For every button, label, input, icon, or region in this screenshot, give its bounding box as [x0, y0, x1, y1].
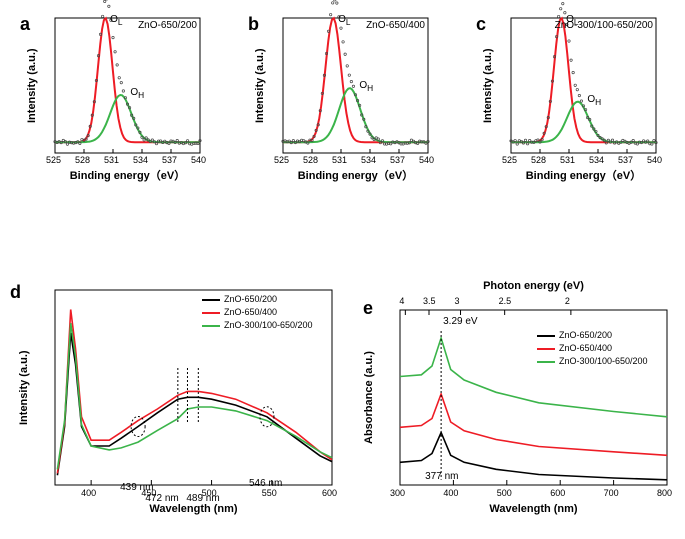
xtick-label: 800 — [657, 488, 672, 498]
top-tick-label: 2 — [565, 296, 570, 306]
xtick-label: 534 — [361, 155, 376, 165]
top-axis-label: Photon energy (eV) — [400, 280, 667, 292]
annot-OL: OL — [566, 14, 578, 27]
xtick-label: 540 — [191, 155, 206, 165]
xps-panel-2: c525528531534537540ZnO-300/100-650/200OL… — [476, 10, 661, 185]
top-tick-label: 4 — [399, 296, 404, 306]
x-axis-label: Binding energy（eV） — [283, 167, 428, 183]
xtick-label: 531 — [560, 155, 575, 165]
xps-panel-1: b525528531534537540ZnO-650/400OLOHBindin… — [248, 10, 433, 185]
xtick-label: 531 — [332, 155, 347, 165]
y-axis-label: Intensity (a.u.) — [482, 18, 494, 153]
abs-panel: e30040050060070080043.532.523.29 eV377 n… — [355, 280, 675, 525]
figure-root: a525528531534537540ZnO-650/200OLOHBindin… — [0, 0, 685, 539]
pl-panel: d400450500550600439 nm472 nm489 nm546 nm… — [10, 280, 340, 525]
xtick-label: 525 — [46, 155, 61, 165]
xtick-label: 528 — [531, 155, 546, 165]
xtick-label: 700 — [604, 488, 619, 498]
xtick-label: 400 — [81, 488, 96, 498]
xtick-label: 525 — [502, 155, 517, 165]
x-axis-label: Binding energy（eV） — [55, 167, 200, 183]
xtick-label: 537 — [390, 155, 405, 165]
xtick-label: 528 — [75, 155, 90, 165]
annot-OH: OH — [359, 80, 373, 93]
y-axis-label: Intensity (a.u.) — [26, 18, 38, 153]
xtick-label: 540 — [419, 155, 434, 165]
xps-panel-0: a525528531534537540ZnO-650/200OLOHBindin… — [20, 10, 205, 185]
legend-label: ZnO-650/200 — [224, 294, 277, 304]
xtick-label: 534 — [133, 155, 148, 165]
x-axis-label: Binding energy（eV） — [511, 167, 656, 183]
legend-label: ZnO-650/400 — [559, 343, 612, 353]
panel-title: ZnO-650/200 — [138, 20, 197, 31]
annot-OL: OL — [338, 14, 350, 27]
legend-label: ZnO-650/400 — [224, 307, 277, 317]
xtick-label: 537 — [618, 155, 633, 165]
x-axis-label: Wavelength (nm) — [55, 503, 332, 515]
panel-title: ZnO-650/400 — [366, 20, 425, 31]
xtick-label: 550 — [262, 488, 277, 498]
top-tick-label: 3.5 — [423, 296, 436, 306]
xtick-label: 528 — [303, 155, 318, 165]
xtick-label: 400 — [443, 488, 458, 498]
wavelength-annot: 377 nm — [425, 471, 458, 482]
y-axis-label: Intensity (a.u.) — [18, 290, 30, 485]
xtick-label: 600 — [550, 488, 565, 498]
photon-energy-annot: 3.29 eV — [443, 316, 477, 327]
wavelength-annot: 439 nm — [120, 482, 153, 493]
y-axis-label: Absorbance (a.u.) — [363, 310, 375, 485]
top-tick-label: 3 — [455, 296, 460, 306]
xtick-label: 540 — [647, 155, 662, 165]
xtick-label: 531 — [104, 155, 119, 165]
y-axis-label: Intensity (a.u.) — [254, 18, 266, 153]
xtick-label: 537 — [162, 155, 177, 165]
wavelength-annot: 546 nm — [249, 478, 282, 489]
annot-OH: OH — [130, 87, 144, 100]
legend-label: ZnO-650/200 — [559, 330, 612, 340]
xtick-label: 534 — [589, 155, 604, 165]
xtick-label: 525 — [274, 155, 289, 165]
top-tick-label: 2.5 — [499, 296, 512, 306]
x-axis-label: Wavelength (nm) — [400, 503, 667, 515]
xtick-label: 500 — [497, 488, 512, 498]
legend-label: ZnO-300/100-650/200 — [224, 320, 313, 330]
xtick-label: 600 — [322, 488, 337, 498]
xtick-label: 300 — [390, 488, 405, 498]
annot-OL: OL — [110, 14, 122, 27]
annot-OH: OH — [587, 94, 601, 107]
legend-label: ZnO-300/100-650/200 — [559, 356, 648, 366]
